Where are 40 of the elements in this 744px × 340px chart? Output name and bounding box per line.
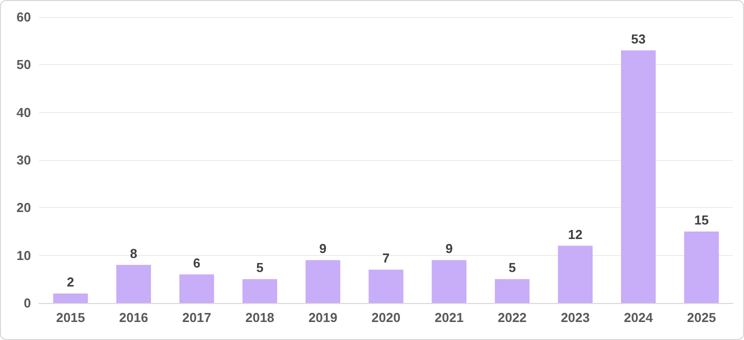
bar [368, 270, 404, 303]
x-tick-label: 2015 [56, 310, 86, 325]
bar [558, 246, 593, 303]
x-tick-label: 2021 [434, 310, 464, 325]
data-label: 5 [256, 260, 264, 276]
data-label: 9 [445, 241, 453, 256]
data-label: 6 [193, 255, 200, 270]
bar [306, 260, 340, 303]
y-tick-label: 10 [16, 248, 31, 263]
bar [53, 293, 88, 303]
y-tick-label: 40 [16, 104, 31, 120]
data-label: 8 [130, 246, 138, 261]
data-label: 7 [382, 250, 390, 266]
data-label: 15 [694, 212, 709, 228]
data-label: 9 [319, 241, 327, 256]
x-tick-label: 2022 [498, 310, 527, 325]
x-tick-label: 2018 [245, 310, 274, 325]
bar [116, 264, 151, 303]
bar [432, 260, 466, 303]
data-label: 2 [66, 274, 74, 290]
data-label: 12 [568, 226, 583, 242]
x-tick-label: 2019 [308, 310, 338, 325]
bar [684, 232, 719, 303]
bar [621, 50, 656, 303]
y-tick-label: 60 [16, 10, 31, 24]
y-tick-label: 20 [16, 200, 31, 216]
x-tick-label: 2020 [372, 310, 400, 325]
bar [179, 274, 214, 303]
x-tick-label: 2016 [119, 310, 148, 325]
y-tick-label: 50 [16, 57, 31, 72]
bar [242, 279, 278, 303]
data-label: 5 [508, 260, 516, 276]
y-tick-label: 0 [24, 296, 31, 310]
x-tick-label: 2017 [182, 310, 212, 325]
x-tick-label: 2023 [560, 310, 590, 325]
x-tick-label: 2024 [624, 310, 654, 325]
data-label: 53 [631, 31, 646, 46]
x-tick-label: 2025 [686, 310, 716, 325]
bar [494, 279, 530, 303]
y-tick-label: 30 [16, 152, 31, 168]
